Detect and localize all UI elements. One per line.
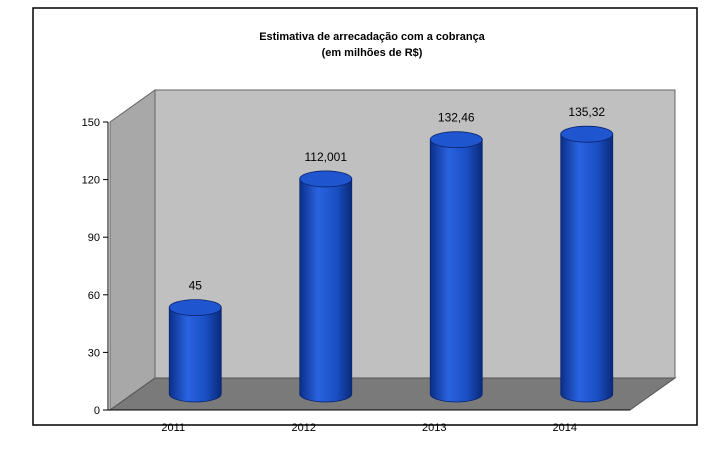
chart-subtitle: (em milhões de R$)	[322, 47, 423, 59]
bar-top	[299, 170, 353, 188]
y-tick-label: 60	[88, 290, 100, 302]
y-tick-label: 90	[88, 232, 100, 244]
y-tick-label: 30	[88, 347, 100, 359]
y-tick-label: 150	[82, 117, 100, 129]
x-tick-label: 2011	[161, 422, 185, 434]
value-label: 45	[189, 279, 203, 293]
value-label: 112,001	[305, 150, 348, 164]
bar	[560, 133, 614, 403]
bar-top	[560, 125, 614, 143]
x-tick-label: 2013	[422, 422, 446, 434]
bar-top	[168, 299, 222, 317]
chart-title: Estimativa de arrecadação com a cobrança	[259, 31, 485, 43]
bar	[299, 178, 353, 403]
value-label: 132,46	[438, 111, 475, 125]
bar-top	[429, 131, 483, 149]
value-label: 135,32	[568, 105, 605, 119]
y-tick-label: 0	[94, 405, 100, 417]
side-wall	[109, 89, 156, 411]
y-tick-label: 120	[82, 175, 100, 187]
bar	[168, 307, 222, 403]
x-tick-label: 2012	[292, 422, 316, 434]
x-tick-label: 2014	[553, 422, 577, 434]
bar	[429, 139, 483, 403]
